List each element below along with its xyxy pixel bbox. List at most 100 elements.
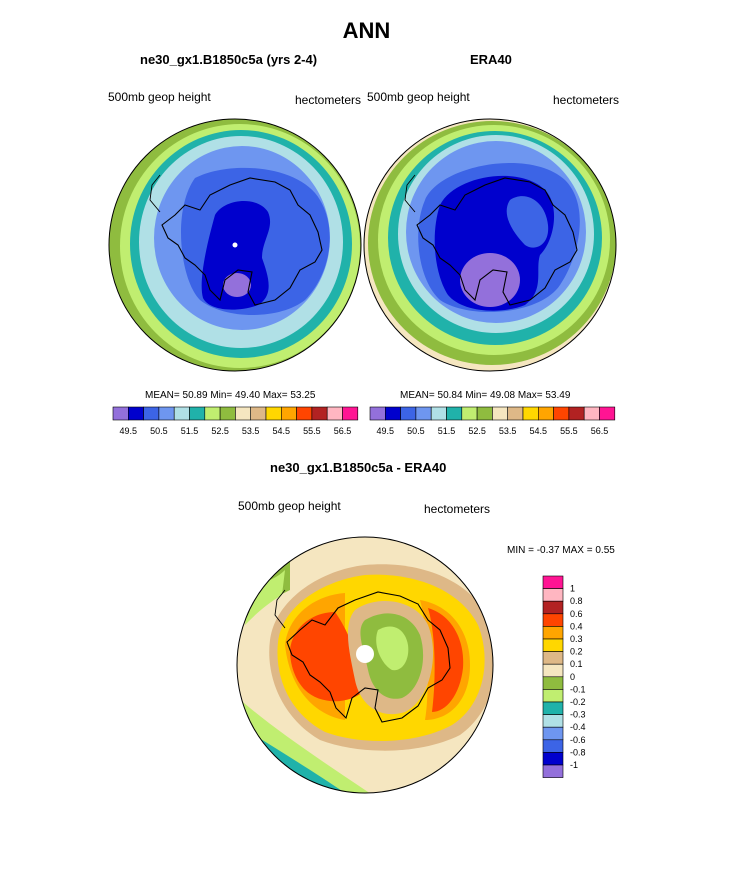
panel3-colorbar-tick-label-7: 0	[570, 672, 575, 682]
panel1-antarctica-coast	[161, 177, 323, 306]
panel1-colorbar-tick-label-1: 50.5	[150, 426, 168, 436]
panel2-colorbar-swatch-13	[568, 406, 585, 421]
panel1-colorbar-swatch-1	[128, 406, 144, 421]
panel3-colorbar-swatch-9	[542, 689, 564, 703]
panel1-colorbar-swatch-4	[173, 406, 190, 421]
panel2-colorbar-swatch-3	[415, 406, 432, 421]
panel3-colorbar: 1 0.8 0.6 0.4 0.3 0.2 0.1 0 -0.1 -0.2 -0.3 -0.4 -0.6…	[542, 575, 586, 778]
panel3-pole-marker	[356, 645, 374, 663]
panel3-colorbar-tick-label-1: 0.8	[570, 596, 583, 606]
panel3-colorbar-swatch-13	[542, 739, 564, 753]
panel2-colorbar-tick-label-4: 53.5	[499, 426, 517, 436]
panel3-colorbar-swatch-8	[542, 676, 564, 690]
panel3-colorbar-swatch-1	[542, 588, 564, 602]
panel3-colorbar-swatch-10	[542, 701, 564, 715]
panel2-colorbar-swatch-1	[384, 406, 401, 421]
panel1-colorbar: 49.5 50.5 51.5 52.5 53.5 54.5 55.5 56.5	[112, 406, 359, 436]
panel3-right-label: hectometers	[424, 502, 491, 516]
panel2-colorbar-swatch-6	[461, 406, 478, 421]
panel3-left-label: 500mb geop height	[238, 499, 341, 513]
panel3-colorbar-tick-label-8: -0.1	[570, 684, 586, 694]
panel1-colorbar-swatch-7	[219, 406, 236, 421]
panel2-colorbar-swatch-9	[507, 406, 524, 421]
panel1-pole-marker	[232, 242, 238, 248]
panel1-peninsula-coast	[149, 174, 161, 213]
panel3-colorbar-tick-label-11: -0.4	[570, 722, 586, 732]
panel2-colorbar-swatch-7	[476, 406, 493, 421]
panel2-peninsula-coast	[404, 174, 416, 213]
panel3-antarctica-coast	[286, 591, 451, 723]
panel2-colorbar-tick-label-1: 50.5	[407, 426, 425, 436]
panel2-map	[364, 119, 616, 371]
panel1-title: ne30_gx1.B1850c5a (yrs 2-4)	[140, 52, 318, 67]
panel1-colorbar-swatch-2	[143, 406, 160, 421]
panel2-colorbar-swatch-15	[599, 406, 616, 421]
panel2-colorbar-swatch-2	[400, 406, 417, 421]
panel2-colorbar-tick-label-2: 51.5	[438, 426, 456, 436]
panel2-colorbar-swatch-4	[430, 406, 447, 421]
panel3-colorbar-swatch-15	[542, 764, 564, 778]
panel3-colorbar-tick-label-13: -0.8	[570, 747, 586, 757]
panel3-colorbar-swatch-5	[542, 638, 564, 652]
panel3-band-0-4-west	[290, 612, 365, 702]
panel2-colorbar: 49.5 50.5 51.5 52.5 53.5 54.5 55.5 56.5	[369, 406, 616, 436]
panel3-band-neg0-1-center	[376, 626, 409, 671]
panel3-peninsula-coast	[274, 589, 286, 629]
panel3-map-border	[236, 536, 494, 794]
panel1-map	[109, 119, 361, 371]
panel2-band-50-5-inner	[506, 196, 549, 248]
panel3-colorbar-tick-label-0: 1	[570, 584, 575, 594]
panel1-band-49-5	[223, 273, 251, 297]
panel2-band-49-5	[460, 253, 520, 307]
panel1-stats: MEAN= 50.89 Min= 49.40 Max= 53.25	[145, 390, 316, 401]
panel2-colorbar-swatch-11	[537, 406, 554, 421]
panel1-colorbar-swatch-6	[204, 406, 221, 421]
panel3-colorbar-tick-label-2: 0.6	[570, 609, 583, 619]
panel1-colorbar-swatch-10	[265, 406, 282, 421]
panel1-right-label: hectometers	[295, 93, 362, 107]
panel3-colorbar-swatch-0	[542, 575, 564, 589]
panel3-colorbar-swatch-11	[542, 714, 564, 728]
panel2-colorbar-swatch-5	[446, 406, 463, 421]
panel3-colorbar-tick-label-9: -0.2	[570, 697, 586, 707]
panel2-colorbar-swatch-12	[553, 406, 570, 421]
panel1-band-50	[201, 201, 271, 310]
panel2-colorbar-tick-label-7: 56.5	[591, 426, 609, 436]
panel1-colorbar-swatch-0	[112, 406, 129, 421]
panel3-colorbar-tick-label-3: 0.4	[570, 621, 583, 631]
panel2-stats: MEAN= 50.84 Min= 49.08 Max= 53.49	[400, 390, 571, 401]
panel3-colorbar-swatch-14	[542, 752, 564, 766]
panel3-colorbar-swatch-7	[542, 663, 564, 678]
panel1-colorbar-swatch-14	[326, 406, 343, 421]
panel2-right-label: hectometers	[553, 93, 620, 107]
panel2-colorbar-tick-label-0: 49.5	[377, 426, 395, 436]
panel3-colorbar-tick-label-5: 0.2	[570, 647, 583, 657]
panel3-band-0-4-east	[428, 608, 464, 712]
panel3-colorbar-tick-label-12: -0.6	[570, 735, 586, 745]
panel1-colorbar-swatch-9	[250, 406, 267, 421]
panel3-colorbar-swatch-4	[542, 626, 564, 640]
panel1-colorbar-swatch-13	[311, 406, 328, 421]
panel1-colorbar-tick-label-2: 51.5	[181, 426, 199, 436]
panel2-title: ERA40	[470, 52, 512, 67]
panel1-colorbar-swatch-11	[280, 406, 297, 421]
panel1-colorbar-tick-label-0: 49.5	[120, 426, 138, 436]
panel3-map	[237, 537, 493, 793]
panel2-antarctica-coast	[416, 177, 578, 306]
panel2-colorbar-swatch-8	[492, 406, 508, 421]
panel2-map-border	[363, 118, 617, 372]
panel1-colorbar-swatch-8	[235, 406, 251, 421]
panel2-colorbar-tick-label-6: 55.5	[560, 426, 578, 436]
panel1-colorbar-tick-label-3: 52.5	[211, 426, 229, 436]
panel3-colorbar-tick-label-10: -0.3	[570, 710, 586, 720]
panel1-colorbar-swatch-15	[342, 406, 359, 421]
panel3-colorbar-swatch-6	[542, 651, 564, 665]
panel3-title: ne30_gx1.B1850c5a - ERA40	[270, 460, 447, 475]
panel1-map-border	[108, 118, 362, 372]
figure-title: ANN	[342, 18, 391, 43]
panel1-colorbar-tick-label-5: 54.5	[273, 426, 291, 436]
panel1-colorbar-tick-label-6: 55.5	[303, 426, 321, 436]
panel2-colorbar-swatch-0	[369, 406, 386, 421]
panel2-colorbar-swatch-14	[583, 406, 600, 421]
